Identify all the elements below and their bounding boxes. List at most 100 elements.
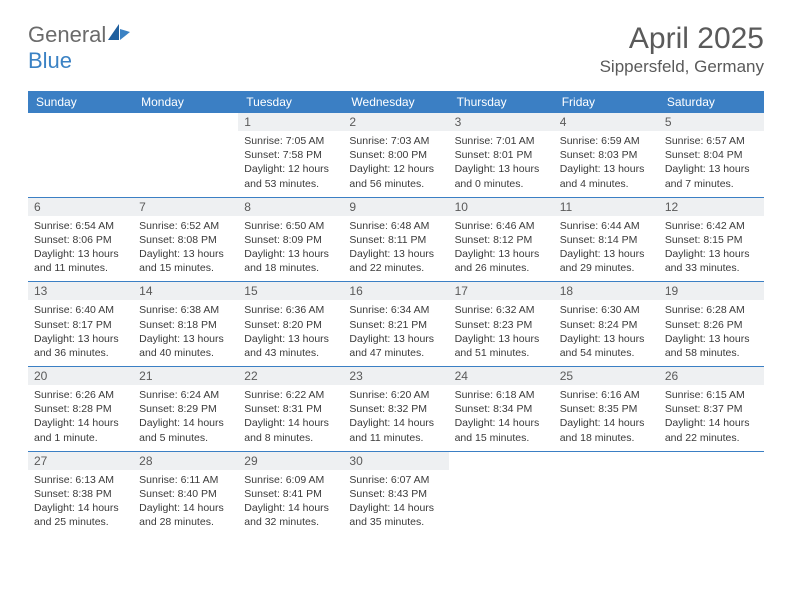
day-details: Sunrise: 6:48 AMSunset: 8:11 PMDaylight:…	[343, 216, 448, 282]
calendar-week: 1Sunrise: 7:05 AMSunset: 7:58 PMDaylight…	[28, 113, 764, 197]
day-details: Sunrise: 6:18 AMSunset: 8:34 PMDaylight:…	[449, 385, 554, 451]
day-number: 17	[449, 282, 554, 300]
sunset-text: Sunset: 8:20 PM	[244, 318, 337, 332]
calendar-day: 2Sunrise: 7:03 AMSunset: 8:00 PMDaylight…	[343, 113, 448, 197]
calendar-day: 5Sunrise: 6:57 AMSunset: 8:04 PMDaylight…	[659, 113, 764, 197]
daylight-text: Daylight: 14 hours and 5 minutes.	[139, 416, 232, 444]
calendar-day-empty	[449, 452, 554, 536]
calendar-day: 17Sunrise: 6:32 AMSunset: 8:23 PMDayligh…	[449, 282, 554, 366]
calendar-day: 12Sunrise: 6:42 AMSunset: 8:15 PMDayligh…	[659, 198, 764, 282]
day-details: Sunrise: 7:01 AMSunset: 8:01 PMDaylight:…	[449, 131, 554, 197]
sunset-text: Sunset: 8:43 PM	[349, 487, 442, 501]
day-details: Sunrise: 7:05 AMSunset: 7:58 PMDaylight:…	[238, 131, 343, 197]
daylight-text: Daylight: 12 hours and 53 minutes.	[244, 162, 337, 190]
calendar-day: 29Sunrise: 6:09 AMSunset: 8:41 PMDayligh…	[238, 452, 343, 536]
calendar-day: 14Sunrise: 6:38 AMSunset: 8:18 PMDayligh…	[133, 282, 238, 366]
sunrise-text: Sunrise: 6:44 AM	[560, 219, 653, 233]
sunset-text: Sunset: 8:24 PM	[560, 318, 653, 332]
day-details: Sunrise: 6:15 AMSunset: 8:37 PMDaylight:…	[659, 385, 764, 451]
day-details: Sunrise: 7:03 AMSunset: 8:00 PMDaylight:…	[343, 131, 448, 197]
brand-part1: General	[28, 22, 106, 47]
day-details: Sunrise: 6:54 AMSunset: 8:06 PMDaylight:…	[28, 216, 133, 282]
calendar-day: 16Sunrise: 6:34 AMSunset: 8:21 PMDayligh…	[343, 282, 448, 366]
sunrise-text: Sunrise: 6:34 AM	[349, 303, 442, 317]
day-number: 27	[28, 452, 133, 470]
brand-name: General Blue	[28, 22, 130, 74]
weekday-header: Friday	[554, 91, 659, 113]
day-number: 18	[554, 282, 659, 300]
sunset-text: Sunset: 8:15 PM	[665, 233, 758, 247]
day-number: 26	[659, 367, 764, 385]
day-details: Sunrise: 6:24 AMSunset: 8:29 PMDaylight:…	[133, 385, 238, 451]
day-details: Sunrise: 6:34 AMSunset: 8:21 PMDaylight:…	[343, 300, 448, 366]
calendar-week: 27 Sunrise: 6:13 AMSunset: 8:38 PM Dayligh…	[28, 452, 764, 536]
day-details: Sunrise: 6:40 AMSunset: 8:17 PMDaylight:…	[28, 300, 133, 366]
sunset-text: Sunset: 8:12 PM	[455, 233, 548, 247]
calendar-day: 26Sunrise: 6:15 AMSunset: 8:37 PMDayligh…	[659, 367, 764, 451]
day-number: 20	[28, 367, 133, 385]
daylight-text: Daylight: 14 hours and 8 minutes.	[244, 416, 337, 444]
day-number: 12	[659, 198, 764, 216]
daylight-text: Daylight: 13 hours and 36 minutes.	[34, 332, 127, 360]
daylight-text: Daylight: 13 hours and 4 minutes.	[560, 162, 653, 190]
sunset-text: Sunset: 8:04 PM	[665, 148, 758, 162]
day-details: Sunrise: 6:16 AMSunset: 8:35 PMDaylight:…	[554, 385, 659, 451]
sunset-text: Sunset: 8:37 PM	[665, 402, 758, 416]
sunset-text: Sunset: 8:28 PM	[34, 402, 127, 416]
daylight-text: Daylight: 14 hours and 22 minutes.	[665, 416, 758, 444]
day-details: Sunrise: 6:46 AMSunset: 8:12 PMDaylight:…	[449, 216, 554, 282]
sunrise-text: Sunrise: 6:11 AM	[139, 473, 232, 487]
day-number: 10	[449, 198, 554, 216]
weekday-header: Tuesday	[238, 91, 343, 113]
day-details: Sunrise: 6:09 AMSunset: 8:41 PMDaylight:…	[238, 470, 343, 536]
day-number: 9	[343, 198, 448, 216]
day-details: Sunrise: 6:28 AMSunset: 8:26 PMDaylight:…	[659, 300, 764, 366]
day-number: 3	[449, 113, 554, 131]
calendar-day: 11Sunrise: 6:44 AMSunset: 8:14 PMDayligh…	[554, 198, 659, 282]
sunset-text: Sunset: 8:26 PM	[665, 318, 758, 332]
weekday-header: Saturday	[659, 91, 764, 113]
location-label: Sippersfeld, Germany	[600, 57, 764, 77]
calendar-day: 18Sunrise: 6:30 AMSunset: 8:24 PMDayligh…	[554, 282, 659, 366]
sunrise-text: Sunrise: 6:50 AM	[244, 219, 337, 233]
calendar-day: 7Sunrise: 6:52 AMSunset: 8:08 PMDaylight…	[133, 198, 238, 282]
day-number: 15	[238, 282, 343, 300]
brand-logo: General Blue	[28, 22, 130, 74]
sunset-text: Sunset: 8:31 PM	[244, 402, 337, 416]
calendar-day: 24Sunrise: 6:18 AMSunset: 8:34 PMDayligh…	[449, 367, 554, 451]
daylight-text: Daylight: 13 hours and 43 minutes.	[244, 332, 337, 360]
sunrise-text: Sunrise: 6:40 AM	[34, 303, 127, 317]
sunrise-text: Sunrise: 6:09 AM	[244, 473, 337, 487]
calendar-day: 9Sunrise: 6:48 AMSunset: 8:11 PMDaylight…	[343, 198, 448, 282]
day-number: 8	[238, 198, 343, 216]
weekday-header: Sunday	[28, 91, 133, 113]
sunset-text: Sunset: 8:06 PM	[34, 233, 127, 247]
day-details: Sunrise: 6:30 AMSunset: 8:24 PMDaylight:…	[554, 300, 659, 366]
day-number: 14	[133, 282, 238, 300]
sunrise-text: Sunrise: 6:36 AM	[244, 303, 337, 317]
sunset-text: Sunset: 8:35 PM	[560, 402, 653, 416]
day-details: Sunrise: 6:52 AMSunset: 8:08 PMDaylight:…	[133, 216, 238, 282]
daylight-text: Daylight: 14 hours and 18 minutes.	[560, 416, 653, 444]
sunrise-text: Sunrise: 6:28 AM	[665, 303, 758, 317]
day-number: 23	[343, 367, 448, 385]
calendar-day: 15 Sunrise: 6:36 AMSunset: 8:20 PMDayligh…	[238, 282, 343, 366]
day-details: Sunrise: 6:11 AMSunset: 8:40 PMDaylight:…	[133, 470, 238, 536]
sunrise-text: Sunrise: 7:03 AM	[349, 134, 442, 148]
daylight-text: Daylight: 14 hours and 28 minutes.	[139, 501, 232, 529]
day-number: 19	[659, 282, 764, 300]
day-number: 16	[343, 282, 448, 300]
day-number: 7	[133, 198, 238, 216]
sunrise-text: Sunrise: 6:13 AM	[34, 473, 127, 487]
daylight-text: Daylight: 14 hours and 32 minutes.	[244, 501, 337, 529]
sunset-text: Sunset: 8:18 PM	[139, 318, 232, 332]
day-details: Sunrise: 6:59 AMSunset: 8:03 PMDaylight:…	[554, 131, 659, 197]
daylight-text: Daylight: 13 hours and 26 minutes.	[455, 247, 548, 275]
calendar-page: General Blue April 2025 Sippersfeld, Ger…	[0, 0, 792, 557]
sunset-text: Sunset: 8:29 PM	[139, 402, 232, 416]
daylight-text: Daylight: 13 hours and 47 minutes.	[349, 332, 442, 360]
day-details: Sunrise: 6:26 AMSunset: 8:28 PMDaylight:…	[28, 385, 133, 451]
sunrise-text: Sunrise: 7:01 AM	[455, 134, 548, 148]
sunset-text: Sunset: 8:38 PM	[34, 487, 127, 501]
day-number: 30	[343, 452, 448, 470]
